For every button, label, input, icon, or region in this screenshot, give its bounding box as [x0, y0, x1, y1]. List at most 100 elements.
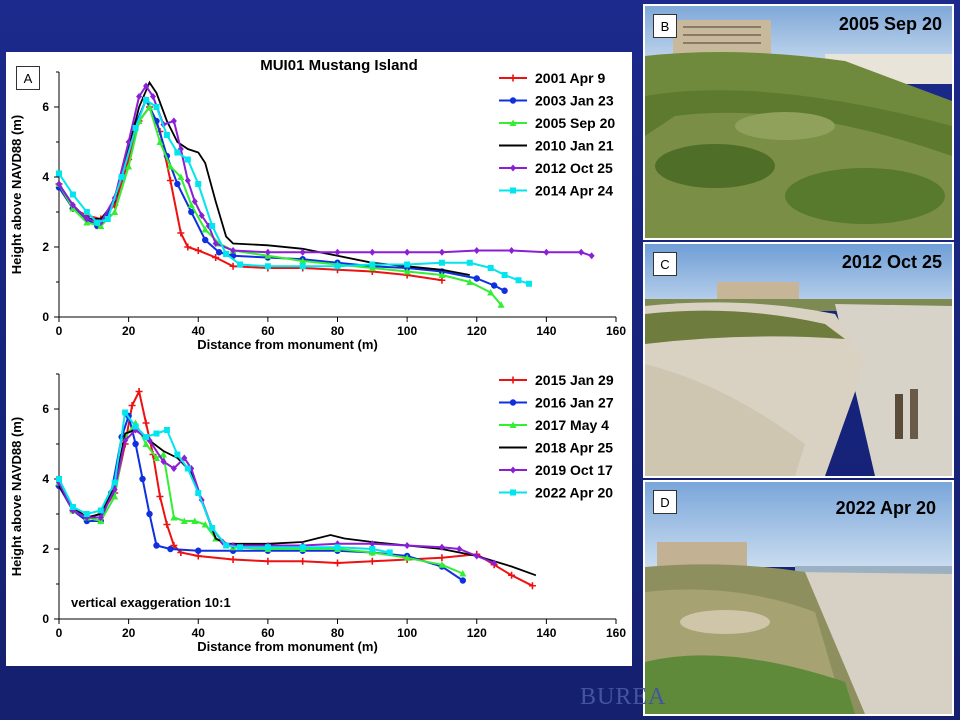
data-point-2-5 [369, 540, 376, 548]
data-point-2-5 [473, 552, 480, 560]
legend-label: 2014 Apr 24 [535, 183, 613, 199]
data-point-1-6 [94, 219, 101, 226]
data-point-1-1 [229, 262, 237, 270]
x-tick-label: 80 [331, 324, 345, 338]
data-point-1-6 [163, 132, 170, 138]
data-point-1-6 [104, 216, 111, 222]
data-point-1-3 [156, 138, 164, 145]
data-point-2-1 [264, 557, 272, 565]
data-point-2-6 [83, 511, 90, 517]
photo-d: D 2022 Apr 20 [643, 480, 954, 716]
series-line-2-2 [58, 412, 464, 582]
data-point-1-6 [237, 261, 244, 268]
data-point-2-5 [160, 458, 167, 465]
x-tick-label: 60 [261, 324, 275, 338]
photo-date-b: 2005 Sep 20 [838, 14, 942, 34]
data-point-2-6 [223, 542, 230, 549]
legend-marker [509, 421, 517, 428]
legend-label: 2001 Apr 9 [535, 70, 606, 86]
data-point-1-3 [403, 268, 411, 275]
data-point-1-3 [166, 163, 174, 170]
x-tick-label: 60 [261, 626, 275, 640]
data-point-2-3 [201, 521, 209, 528]
y-axis-label: Height above NAVD88 (m) [9, 417, 24, 576]
data-point-2-5 [491, 559, 498, 567]
data-point-1-6 [334, 263, 341, 270]
data-point-2-3 [142, 440, 150, 447]
data-point-1-2 [490, 282, 498, 289]
data-point-1-6 [83, 209, 90, 215]
data-point-2-1 [334, 559, 341, 567]
legend-marker [509, 97, 517, 104]
x-tick-label: 40 [192, 324, 206, 338]
data-point-2-2 [167, 545, 174, 553]
data-point-2-6 [209, 525, 216, 531]
data-point-2-1 [170, 542, 178, 549]
y-axis-label: Height above NAVD88 (m) [9, 115, 24, 274]
data-point-1-6 [404, 261, 411, 268]
x-tick-label: 160 [606, 324, 626, 338]
recovering-dune-image [645, 482, 952, 714]
data-point-1-6 [487, 265, 494, 271]
data-point-1-5 [230, 247, 237, 254]
data-point-2-1 [163, 521, 171, 528]
data-point-2-3 [403, 554, 411, 561]
data-point-1-5 [334, 248, 341, 256]
data-point-1-3 [438, 271, 446, 278]
legend-marker [510, 489, 516, 496]
data-point-1-6 [223, 251, 230, 257]
data-point-1-2 [473, 275, 480, 282]
data-point-2-2 [459, 577, 467, 584]
data-point-1-5 [69, 201, 76, 209]
legend-marker [510, 466, 516, 474]
x-axis-label: Distance from monument (m) [197, 639, 378, 654]
data-point-2-1 [135, 388, 143, 395]
data-point-2-1 [156, 493, 164, 500]
data-point-2-6 [153, 430, 160, 437]
x-tick-label: 120 [467, 324, 487, 338]
data-point-1-6 [56, 170, 62, 177]
data-point-2-2 [153, 542, 160, 549]
data-point-1-3 [111, 208, 119, 215]
data-point-2-3 [459, 570, 467, 577]
data-point-1-5 [136, 93, 143, 100]
legend-label: 2003 Jan 23 [535, 93, 614, 109]
legend-label: 2019 Oct 17 [535, 462, 613, 478]
data-point-1-5 [299, 248, 306, 256]
data-point-1-6 [369, 261, 376, 268]
data-point-1-6 [195, 181, 202, 187]
data-point-1-6 [69, 191, 76, 198]
data-point-2-3 [180, 517, 188, 524]
data-point-1-5 [578, 248, 585, 256]
data-point-2-2 [132, 440, 139, 448]
data-point-1-2 [188, 208, 195, 216]
x-tick-label: 120 [467, 626, 487, 640]
data-point-1-6 [209, 223, 216, 229]
x-tick-label: 100 [397, 626, 417, 640]
data-point-1-3 [146, 103, 154, 110]
data-point-2-6 [334, 544, 341, 551]
data-point-1-5 [170, 117, 177, 125]
data-point-1-6 [143, 97, 150, 103]
legend-marker [510, 187, 516, 194]
panel-tag-a: A [16, 66, 40, 90]
legend-marker [510, 164, 516, 172]
legend-label: 2012 Oct 25 [535, 160, 613, 176]
data-point-2-6 [264, 544, 271, 551]
chart-annotation: vertical exaggeration 10:1 [71, 595, 231, 610]
x-tick-label: 100 [397, 324, 417, 338]
data-point-1-2 [501, 287, 508, 294]
data-point-1-3 [125, 163, 133, 170]
data-point-2-1 [229, 556, 237, 563]
data-point-2-3 [170, 514, 178, 521]
data-point-1-6 [438, 259, 445, 266]
photo-c: C 2012 Oct 25 [643, 242, 954, 478]
data-point-1-3 [368, 264, 376, 271]
data-point-1-3 [487, 289, 495, 296]
data-point-1-2 [215, 249, 223, 256]
y-tick-label: 4 [42, 472, 49, 486]
data-point-2-1 [368, 557, 376, 565]
data-point-2-5 [170, 465, 177, 472]
series-line-1-6 [58, 98, 530, 285]
